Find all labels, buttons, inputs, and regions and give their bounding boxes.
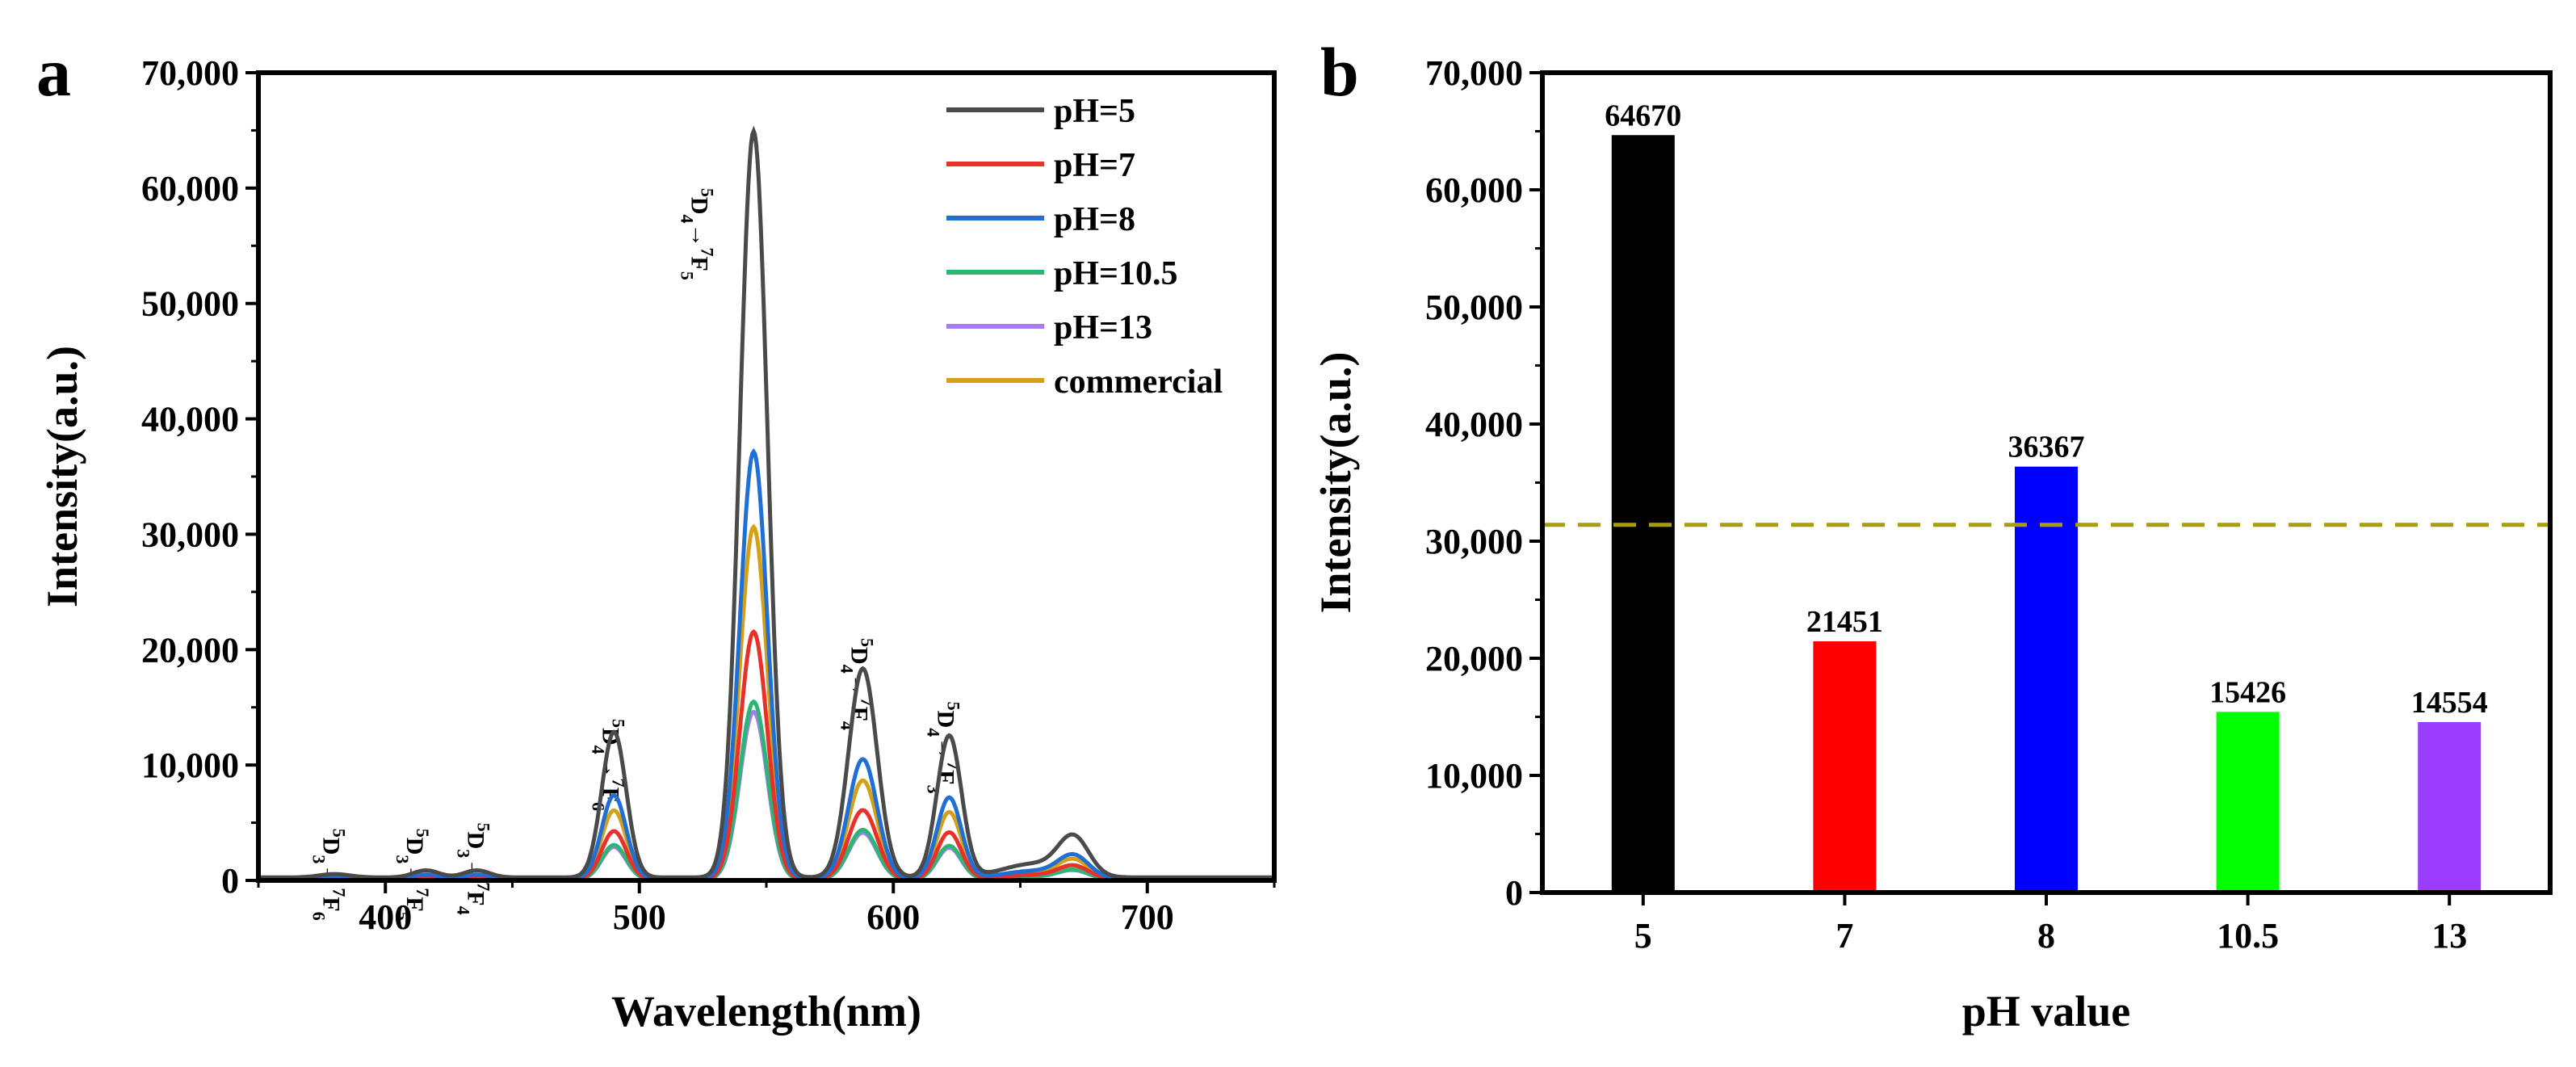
y-tick-label: 50,000 [141, 284, 239, 324]
legend-label-commercial: commercial [1054, 363, 1223, 401]
y-tick-label: 60,000 [141, 169, 239, 208]
series-line-ph-8 [258, 447, 1274, 881]
legend-label-ph-10-5: pH=10.5 [1054, 255, 1177, 292]
x-tick-label: 7 [1836, 916, 1853, 956]
y-tick-label: 10,000 [1425, 756, 1523, 796]
legend-label-ph-7: pH=7 [1054, 147, 1135, 184]
y-tick-label: 60,000 [1425, 170, 1523, 210]
bars: 64670 21451 36367 15426 14554 [1605, 99, 2488, 893]
x-tick-label: 8 [2037, 916, 2055, 956]
bar-10-5 [2216, 712, 2280, 893]
bar-8 [2015, 466, 2078, 893]
bar-13 [2418, 721, 2482, 893]
y-axis-label-b: Intensity(a.u.) [1311, 351, 1360, 613]
x-axis-label-a: Wavelength(nm) [611, 987, 921, 1035]
y-tick-label: 0 [1505, 873, 1523, 913]
x-tick-label: 10.5 [2217, 916, 2279, 956]
y-tick-label: 20,000 [1425, 639, 1523, 678]
spectrum-curves [258, 125, 1274, 882]
y-tick-label: 30,000 [1425, 522, 1523, 561]
x-tick-label: 500 [613, 897, 666, 937]
bar-value-label: 14554 [2411, 686, 2488, 720]
legend-label-ph-8: pH=8 [1054, 201, 1135, 238]
y-tick-label: 10,000 [141, 746, 239, 785]
panel-a-label: a [36, 33, 71, 111]
transition-label: 5D4→7F5 [678, 188, 718, 280]
y-tick-label: 70,000 [1425, 53, 1523, 93]
x-tick-label: 600 [866, 897, 920, 937]
y-axis-label-a: Intensity(a.u.) [38, 346, 86, 607]
legend: pH=5 pH=7 pH=8 pH=10.5 pH=13 commercial [946, 93, 1223, 401]
panel-b-bar-chart: 64670 21451 36367 15426 14554 5 7 8 10.5 13 0 10,… [1311, 53, 2553, 1035]
x-axis-label-b: pH value [1962, 987, 2131, 1035]
x-axis-ticks-b: 5 7 8 10.5 13 [1634, 893, 2467, 956]
y-tick-label: 30,000 [141, 515, 239, 554]
x-tick-label: 5 [1634, 916, 1652, 956]
y-tick-label: 0 [221, 861, 239, 901]
bar-value-label: 64670 [1605, 99, 1681, 132]
bar-7 [1813, 641, 1877, 893]
bar-value-label: 21451 [1806, 605, 1883, 639]
bar-value-label: 36367 [2008, 431, 2085, 464]
x-axis-ticks-a: 400 500 600 700 [257, 880, 1276, 937]
x-tick-label: 400 [359, 897, 412, 937]
x-tick-label: 13 [2431, 916, 2467, 956]
y-axis-ticks-b: 0 10,000 20,000 30,000 40,000 50,000 60,000 70,… [1425, 53, 1542, 913]
bar-value-label: 15426 [2209, 675, 2286, 709]
bar-5 [1611, 135, 1675, 893]
transition-label: 5D3→7F6 [309, 829, 350, 921]
series-line-ph-5 [258, 125, 1274, 880]
legend-label-ph-5: pH=5 [1054, 93, 1135, 130]
y-tick-label: 40,000 [141, 400, 239, 439]
panel-a-spectrum-chart: 5D3→7F65D3→7F55D3→7F45D4→7F65D4→7F55D4→7… [38, 53, 1277, 1035]
y-tick-label: 50,000 [1425, 288, 1523, 327]
y-axis-ticks-a: 0 10,000 20,000 30,000 40,000 50,000 60,000 70,… [141, 53, 258, 901]
legend-label-ph-13: pH=13 [1054, 309, 1152, 347]
y-tick-label: 40,000 [1425, 405, 1523, 444]
x-tick-label: 700 [1121, 897, 1174, 937]
y-tick-label: 70,000 [141, 53, 239, 93]
y-tick-label: 20,000 [141, 630, 239, 670]
panel-b-label: b [1320, 33, 1359, 111]
